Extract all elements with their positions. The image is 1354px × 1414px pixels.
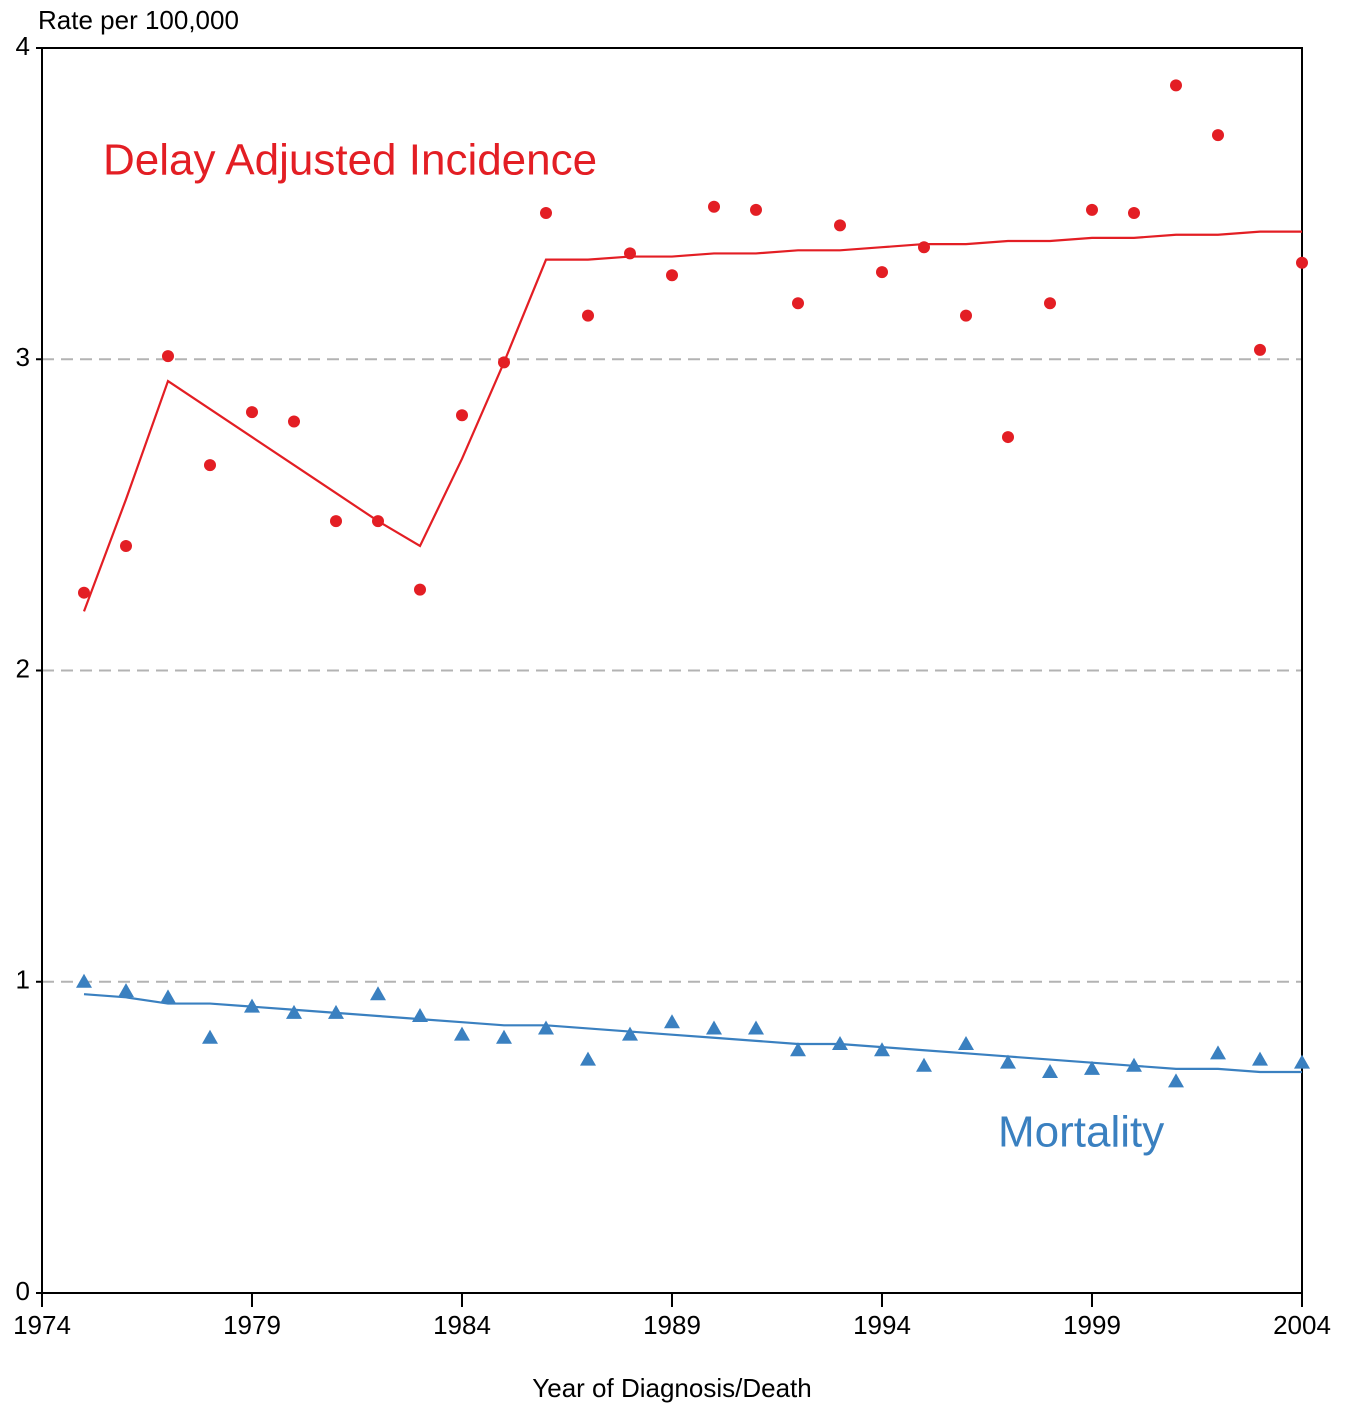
point: [1000, 1054, 1016, 1069]
point: [832, 1036, 848, 1050]
x-tick-label: 1979: [223, 1310, 281, 1340]
point: [1044, 297, 1056, 310]
y-tick-label: 0: [16, 1276, 30, 1306]
point: [288, 415, 300, 428]
point: [330, 515, 342, 528]
point: [750, 203, 762, 216]
point: [918, 241, 930, 254]
y-tick-label: 3: [16, 342, 30, 372]
point: [748, 1020, 764, 1035]
x-tick-label: 1999: [1063, 1310, 1121, 1340]
point: [498, 356, 510, 369]
point: [1252, 1051, 1268, 1066]
x-tick-label: 1989: [643, 1310, 701, 1340]
point: [246, 406, 258, 419]
point: [414, 583, 426, 596]
point: [834, 219, 846, 232]
point: [538, 1020, 554, 1035]
point: [1042, 1064, 1058, 1079]
point: [1002, 431, 1014, 444]
y-tick-label: 1: [16, 965, 30, 995]
point: [1086, 203, 1098, 216]
point: [120, 540, 132, 552]
point: [666, 269, 678, 282]
point: [328, 1004, 344, 1019]
point: [958, 1036, 974, 1050]
point: [1084, 1060, 1100, 1075]
point: [1126, 1057, 1142, 1072]
point: [1170, 79, 1182, 92]
point: [1168, 1073, 1184, 1088]
fit-line: [83, 993, 1302, 1074]
series-label: Mortality: [998, 1108, 1164, 1157]
point: [412, 1007, 428, 1022]
y-axis-title: Rate per 100,000: [38, 5, 239, 35]
point: [118, 983, 134, 998]
point: [706, 1020, 722, 1035]
point: [204, 459, 216, 472]
y-tick-label: 2: [16, 653, 30, 683]
point: [580, 1051, 596, 1066]
point: [876, 266, 888, 279]
point: [1128, 206, 1140, 219]
point: [540, 206, 552, 219]
x-tick-label: 2004: [1273, 1310, 1331, 1340]
x-tick-label: 1984: [433, 1310, 491, 1340]
point: [162, 350, 174, 363]
point: [792, 297, 804, 310]
point: [582, 309, 594, 322]
point: [286, 1004, 302, 1019]
plot-frame: [41, 47, 1303, 1294]
point: [1296, 256, 1308, 269]
point: [456, 409, 468, 422]
point: [372, 515, 384, 528]
point: [874, 1042, 890, 1057]
point: [916, 1057, 932, 1072]
x-axis-title: Year of Diagnosis/Death: [532, 1373, 811, 1403]
fit-line: [82, 230, 1302, 612]
point: [244, 998, 260, 1013]
point: [202, 1029, 218, 1044]
point: [708, 200, 720, 213]
point: [1294, 1054, 1310, 1069]
point: [664, 1014, 680, 1029]
point: [1210, 1045, 1226, 1060]
x-tick-label: 1994: [853, 1310, 911, 1340]
point: [960, 309, 972, 322]
point: [624, 247, 636, 260]
series-label: Delay Adjusted Incidence: [103, 136, 597, 185]
point: [1212, 129, 1224, 142]
point: [160, 989, 176, 1004]
point: [1254, 343, 1266, 356]
x-tick-label: 1974: [13, 1310, 71, 1340]
point: [790, 1042, 806, 1057]
point: [76, 973, 92, 988]
point: [454, 1026, 470, 1041]
point: [496, 1029, 512, 1044]
y-tick-label: 4: [16, 31, 30, 61]
point: [370, 986, 386, 1001]
point: [78, 586, 90, 599]
point: [622, 1026, 638, 1041]
